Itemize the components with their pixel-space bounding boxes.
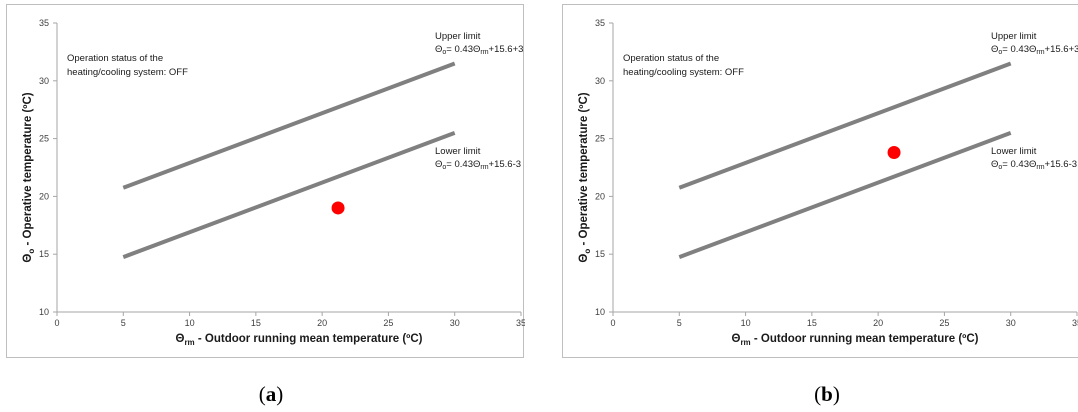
lower-limit-line bbox=[678, 130, 1012, 259]
lower-limit-line bbox=[122, 130, 456, 259]
x-tick-label: 15 bbox=[807, 318, 817, 328]
caption-a-label: a bbox=[265, 382, 277, 406]
y-tick-label: 10 bbox=[39, 307, 49, 317]
lower-limit-formula: Θo= 0.43Θrm+15.6-3 bbox=[991, 159, 1077, 171]
status-text-line1: Operation status of the bbox=[67, 53, 163, 64]
x-tick-label: 20 bbox=[873, 318, 883, 328]
y-tick-label: 30 bbox=[39, 76, 49, 86]
y-axis-title: Θo - Operative temperature (ºC) bbox=[22, 92, 36, 262]
lower-limit-label: Lower limit bbox=[435, 146, 481, 157]
x-tick-label: 30 bbox=[1006, 318, 1016, 328]
x-tick-label: 25 bbox=[383, 318, 393, 328]
operative-temperature-point bbox=[331, 201, 345, 215]
x-axis-title: Θrm - Outdoor running mean temperature (… bbox=[731, 333, 978, 347]
upper-limit-label: Upper limit bbox=[991, 31, 1037, 42]
upper-limit-label: Upper limit bbox=[435, 31, 481, 42]
x-tick-label: 25 bbox=[939, 318, 949, 328]
status-text-line1: Operation status of the bbox=[623, 53, 719, 64]
upper-limit-formula: Θo= 0.43Θrm+15.6+3 bbox=[435, 44, 523, 56]
y-tick-label: 35 bbox=[39, 18, 49, 28]
y-tick-label: 15 bbox=[595, 249, 605, 259]
y-tick-label: 15 bbox=[39, 249, 49, 259]
x-tick-label: 35 bbox=[1072, 318, 1078, 328]
y-tick-label: 35 bbox=[595, 18, 605, 28]
status-text-line2: heating/cooling system: OFF bbox=[67, 67, 188, 78]
lower-limit-label: Lower limit bbox=[991, 146, 1037, 157]
chart-svg: 0 5 10 15 20 25 30 35 10 15 20 25 30 35 Θrm - Outdoor … bbox=[578, 18, 1078, 347]
y-tick-label: 25 bbox=[595, 134, 605, 144]
operative-temperature-point bbox=[887, 145, 901, 159]
upper-limit-line bbox=[122, 61, 456, 190]
chart-panel-a: 0 5 10 15 20 25 30 35 10 15 20 25 30 35 Θrm - Outdoor … bbox=[6, 4, 525, 358]
x-tick-label: 35 bbox=[516, 318, 525, 328]
x-tick-label: 30 bbox=[450, 318, 460, 328]
caption-b-label: b bbox=[821, 382, 833, 406]
y-tick-label: 25 bbox=[39, 134, 49, 144]
y-axis-title: Θo - Operative temperature (ºC) bbox=[578, 92, 592, 262]
upper-limit-formula: Θo= 0.43Θrm+15.6+3 bbox=[991, 44, 1078, 56]
chart-panel-b: 0 5 10 15 20 25 30 35 10 15 20 25 30 35 Θrm - Outdoor … bbox=[562, 4, 1078, 358]
y-tick-label: 20 bbox=[39, 191, 49, 201]
status-text-line2: heating/cooling system: OFF bbox=[623, 67, 744, 78]
x-axis-title: Θrm - Outdoor running mean temperature (… bbox=[175, 333, 422, 347]
y-tick-label: 20 bbox=[595, 191, 605, 201]
chart-svg: 0 5 10 15 20 25 30 35 10 15 20 25 30 35 Θrm - Outdoor … bbox=[22, 18, 525, 347]
x-tick-label: 20 bbox=[317, 318, 327, 328]
x-tick-label: 15 bbox=[251, 318, 261, 328]
y-tick-label: 30 bbox=[595, 76, 605, 86]
x-tick-label: 5 bbox=[121, 318, 126, 328]
x-tick-label: 10 bbox=[741, 318, 751, 328]
y-tick-label: 10 bbox=[595, 307, 605, 317]
caption-a: (a) bbox=[258, 382, 284, 406]
x-tick-label: 0 bbox=[610, 318, 615, 328]
upper-limit-line bbox=[678, 61, 1012, 190]
x-tick-label: 5 bbox=[677, 318, 682, 328]
lower-limit-formula: Θo= 0.43Θrm+15.6-3 bbox=[435, 159, 521, 171]
caption-b: (b) bbox=[814, 382, 840, 406]
x-tick-label: 10 bbox=[185, 318, 195, 328]
x-tick-label: 0 bbox=[54, 318, 59, 328]
